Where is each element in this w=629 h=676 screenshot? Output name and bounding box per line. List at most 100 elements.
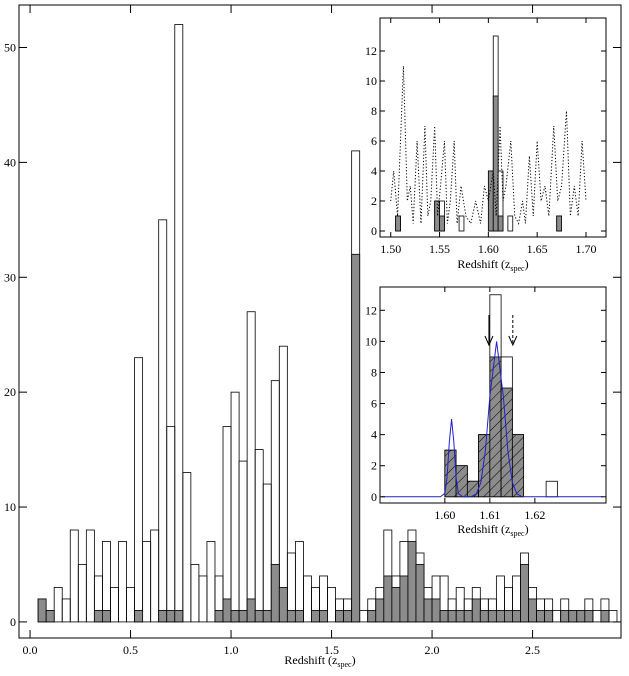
histogram-bar	[343, 610, 353, 623]
histogram-bar	[311, 610, 320, 623]
histogram-bar	[150, 529, 160, 623]
x-axis-label-sub: spec	[510, 529, 525, 538]
histogram-bar	[552, 610, 562, 623]
x-axis-label-end: )	[525, 522, 529, 536]
histogram-bar	[383, 575, 393, 623]
histogram-bar	[487, 610, 497, 623]
histogram-bar	[206, 541, 216, 623]
histogram-bar	[471, 598, 481, 623]
x-axis-label: Redshift (zspec)	[457, 522, 528, 538]
histogram-bar	[359, 610, 369, 623]
x-tick-label: 1.60	[434, 508, 455, 522]
y-tick-label: 2	[371, 459, 377, 473]
x-axis-label-main: Redshift (z	[457, 522, 510, 536]
histogram-bar	[174, 24, 184, 623]
histogram-bar	[560, 610, 570, 623]
histogram-bar	[53, 587, 63, 623]
histogram-bar	[455, 610, 465, 623]
histogram-bar	[367, 610, 377, 623]
y-tick-label: 6	[371, 134, 377, 148]
x-tick-label: 1.60	[478, 242, 499, 256]
histogram-bar	[511, 434, 525, 498]
y-tick-label: 0	[371, 490, 377, 504]
histogram-bar	[61, 598, 71, 623]
histogram-bar	[399, 575, 409, 623]
histogram-bar	[102, 610, 111, 623]
histogram-bar	[487, 170, 494, 232]
histogram-bar	[528, 598, 537, 623]
histogram-bar	[37, 598, 47, 623]
y-tick-label: 4	[371, 428, 377, 442]
histogram-bar	[303, 575, 312, 623]
histogram-bar	[478, 434, 491, 498]
histogram-bar	[395, 215, 401, 232]
histogram-bar	[335, 610, 345, 623]
histogram-bar	[466, 480, 479, 498]
x-axis-label-main: Redshift (z	[457, 257, 510, 271]
histogram-bar	[222, 426, 232, 623]
plot-frame	[18, 4, 622, 639]
x-tick-label: 1.61	[479, 508, 500, 522]
y-tick-label: 8	[371, 104, 377, 118]
histogram-bar	[166, 610, 176, 623]
histogram-bar	[77, 564, 87, 623]
curve	[390, 65, 587, 226]
x-tick-label: 2.5	[525, 643, 540, 657]
histogram-bar	[126, 587, 135, 623]
histogram-bar	[246, 311, 256, 623]
histogram-bar	[102, 541, 111, 623]
y-tick-label: 20	[4, 385, 16, 399]
histogram-bar	[319, 610, 328, 623]
histogram-bar	[492, 95, 499, 232]
arrow-head	[484, 335, 494, 347]
x-axis-label: Redshift (zspec)	[284, 653, 355, 669]
y-tick-label: 10	[4, 500, 16, 514]
x-tick-label: 1.70	[575, 242, 596, 256]
histogram-bar	[158, 610, 168, 623]
histogram-bar	[134, 357, 144, 623]
x-axis-label-end: )	[352, 653, 356, 667]
arrow-head	[508, 335, 518, 347]
histogram-bar	[238, 610, 248, 623]
histogram-bar	[608, 610, 618, 623]
y-tick-label: 6	[371, 397, 377, 411]
x-tick-label: 1.62	[524, 508, 545, 522]
histogram-bar	[198, 575, 208, 623]
histogram-bar	[431, 598, 441, 623]
y-tick-label: 12	[365, 303, 377, 317]
y-tick-label: 0	[10, 615, 16, 629]
curve	[381, 341, 603, 498]
x-tick-label: 1.50	[380, 242, 401, 256]
x-axis-label-sub: spec	[337, 660, 352, 669]
x-tick-label: 1.5	[324, 643, 339, 657]
y-tick-label: 10	[365, 334, 377, 348]
histogram-bar	[439, 215, 445, 232]
histogram-bar	[254, 610, 264, 623]
histogram-bar	[278, 587, 288, 623]
y-tick-label: 10	[365, 74, 377, 88]
histogram-bar	[230, 391, 240, 623]
histogram-bar	[110, 587, 119, 623]
histogram-bar	[118, 541, 127, 623]
histogram-bar	[504, 610, 513, 623]
histogram-bar	[536, 610, 546, 623]
histogram-bar	[85, 529, 95, 623]
histogram-bar	[458, 215, 465, 232]
histogram-bar	[182, 472, 192, 623]
histogram-bar	[238, 460, 248, 623]
plot-frame	[379, 286, 607, 504]
histogram-bar	[246, 598, 256, 623]
histogram-bar	[286, 610, 296, 623]
histogram-bar	[158, 219, 168, 623]
histogram-bar	[415, 564, 425, 623]
histogram-bar	[190, 564, 200, 623]
histogram-bar	[520, 564, 529, 623]
histogram-bar	[93, 610, 103, 623]
x-axis-label: Redshift (zspec)	[457, 257, 528, 273]
histogram-bar	[544, 610, 554, 623]
x-axis-label-end: )	[525, 257, 529, 271]
histogram-bar	[423, 598, 433, 623]
y-tick-label: 40	[4, 155, 16, 169]
histogram-bar	[45, 610, 55, 623]
